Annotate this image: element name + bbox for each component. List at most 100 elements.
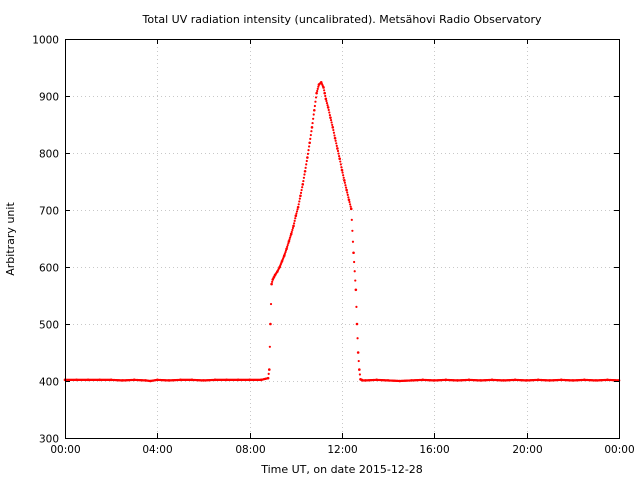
- data-point-interp: [342, 174, 345, 177]
- data-point-interp: [339, 160, 342, 163]
- data-point: [322, 86, 325, 89]
- axis-ticks: 300 400 500 600 700 800 900 1000 00:00 04:00 08:00…: [32, 35, 634, 457]
- data-point: [287, 240, 291, 243]
- data-point-interp: [293, 219, 296, 222]
- data-point-interp: [335, 142, 338, 145]
- data-point-interp: [291, 228, 294, 232]
- chart-title: Total UV radiation intensity (uncalibrat…: [142, 13, 542, 26]
- data-point-interp: [332, 131, 336, 134]
- data-point-interp: [340, 166, 343, 169]
- data-point: [294, 214, 298, 217]
- data-point-interp: [326, 104, 329, 107]
- data-point-interp: [308, 145, 311, 148]
- data-point-interp: [295, 212, 298, 215]
- x-tick-label: 00:00: [604, 444, 634, 456]
- data-point-interp: [306, 152, 310, 155]
- data-point-interp: [291, 226, 295, 230]
- data-point-interp: [303, 173, 306, 176]
- data-point: [285, 247, 288, 251]
- data-point: [296, 205, 300, 209]
- data-point-interp: [317, 85, 320, 88]
- data-point: [315, 91, 318, 95]
- y-tick-label: 800: [39, 149, 59, 161]
- y-tick-label: 500: [39, 320, 59, 332]
- data-point-interp: [304, 166, 307, 169]
- data-point-interp: [327, 108, 330, 112]
- data-point: [331, 126, 335, 129]
- data-point-interp: [337, 152, 340, 155]
- data-point-interp: [328, 111, 331, 114]
- data-point-interp: [290, 230, 293, 234]
- data-point-interp: [333, 134, 336, 137]
- x-tick-label: 08:00: [235, 444, 265, 456]
- data-point-interp: [288, 238, 291, 241]
- data-point-interp: [339, 163, 342, 166]
- data-point-interp: [328, 114, 331, 117]
- data-point-interp: [346, 193, 349, 196]
- data-point: [269, 322, 272, 326]
- data-point-interp: [355, 305, 358, 308]
- y-tick-label: 700: [39, 206, 59, 218]
- data-point-interp: [343, 181, 346, 184]
- data-point-interp: [356, 337, 359, 340]
- data-point-interp: [325, 102, 329, 105]
- data-point-interp: [296, 208, 299, 211]
- data-point-interp: [302, 176, 306, 179]
- x-tick-label: 20:00: [512, 444, 542, 456]
- data-point-interp: [297, 203, 300, 206]
- data-point-interp: [307, 149, 310, 152]
- data-point-interp: [330, 121, 333, 124]
- data-point-interp: [286, 245, 289, 249]
- data-point-interp: [301, 186, 304, 189]
- data-point: [324, 97, 328, 101]
- data-point-interp: [349, 205, 352, 208]
- data-point-interp: [350, 218, 353, 221]
- data-point-interp: [314, 100, 317, 103]
- data-point-interp: [299, 191, 303, 194]
- data-point-interp: [313, 104, 316, 108]
- data-point-interp: [336, 149, 340, 153]
- data-point-interp: [300, 188, 303, 192]
- data-point-interp: [332, 128, 335, 132]
- y-tick-label: 600: [39, 263, 59, 275]
- data-point: [333, 136, 337, 140]
- x-tick-label: 04:00: [142, 444, 172, 456]
- data-point-interp: [284, 251, 287, 254]
- data-point-interp: [344, 186, 348, 189]
- data-point: [358, 368, 361, 371]
- data-point-interp: [309, 137, 312, 140]
- data-point-interp: [289, 234, 292, 237]
- data-point-interp: [283, 252, 286, 255]
- data-point-interp: [347, 196, 350, 199]
- data-point: [292, 224, 295, 228]
- data-point-interp: [353, 260, 356, 264]
- data-point-interp: [310, 130, 313, 133]
- data-point: [338, 157, 341, 160]
- data-point: [343, 179, 346, 182]
- data-point-interp: [312, 117, 315, 120]
- data-point: [301, 183, 305, 186]
- data-point-interp: [316, 87, 319, 90]
- data-point: [323, 91, 326, 95]
- data-point-interp: [348, 203, 352, 206]
- data-point: [347, 198, 351, 202]
- data-point: [266, 376, 270, 380]
- data-point-interp: [305, 159, 308, 163]
- grid-lines: [65, 39, 619, 438]
- data-point-interp: [294, 217, 297, 220]
- x-axis-label: Time UT, on date 2015-12-28: [260, 463, 423, 476]
- data-point-interp: [316, 89, 319, 93]
- data-point: [355, 322, 359, 326]
- data-point-interp: [358, 373, 361, 376]
- data-point: [303, 169, 307, 173]
- x-tick-label: 16:00: [419, 444, 449, 456]
- data-point-interp: [298, 197, 301, 200]
- data-point-interp: [335, 144, 338, 147]
- data-point-interp: [357, 359, 360, 363]
- data-point: [267, 368, 271, 371]
- data-point-interp: [305, 163, 308, 166]
- data-point-interp: [298, 200, 301, 203]
- data-point-interp: [354, 279, 357, 282]
